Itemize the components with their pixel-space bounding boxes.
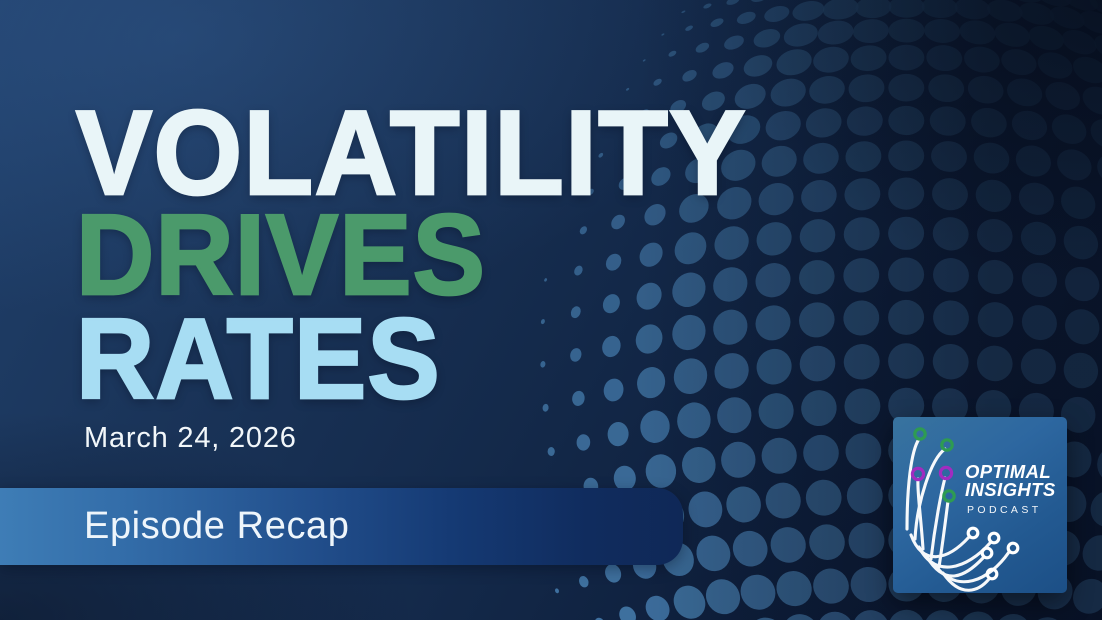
logo-artwork: OPTIMAL INSIGHTS PODCAST bbox=[905, 427, 1056, 592]
logo-text-podcast: PODCAST bbox=[967, 504, 1042, 516]
title-line-rates: RATES bbox=[75, 296, 441, 423]
banner-label: Episode Recap bbox=[84, 505, 350, 547]
logo-text-insights: INSIGHTS bbox=[965, 479, 1056, 500]
episode-recap-banner: Episode Recap bbox=[0, 488, 683, 565]
episode-date: March 24, 2026 bbox=[84, 422, 297, 454]
optimal-insights-podcast-logo: OPTIMAL INSIGHTS PODCAST bbox=[893, 417, 1067, 593]
